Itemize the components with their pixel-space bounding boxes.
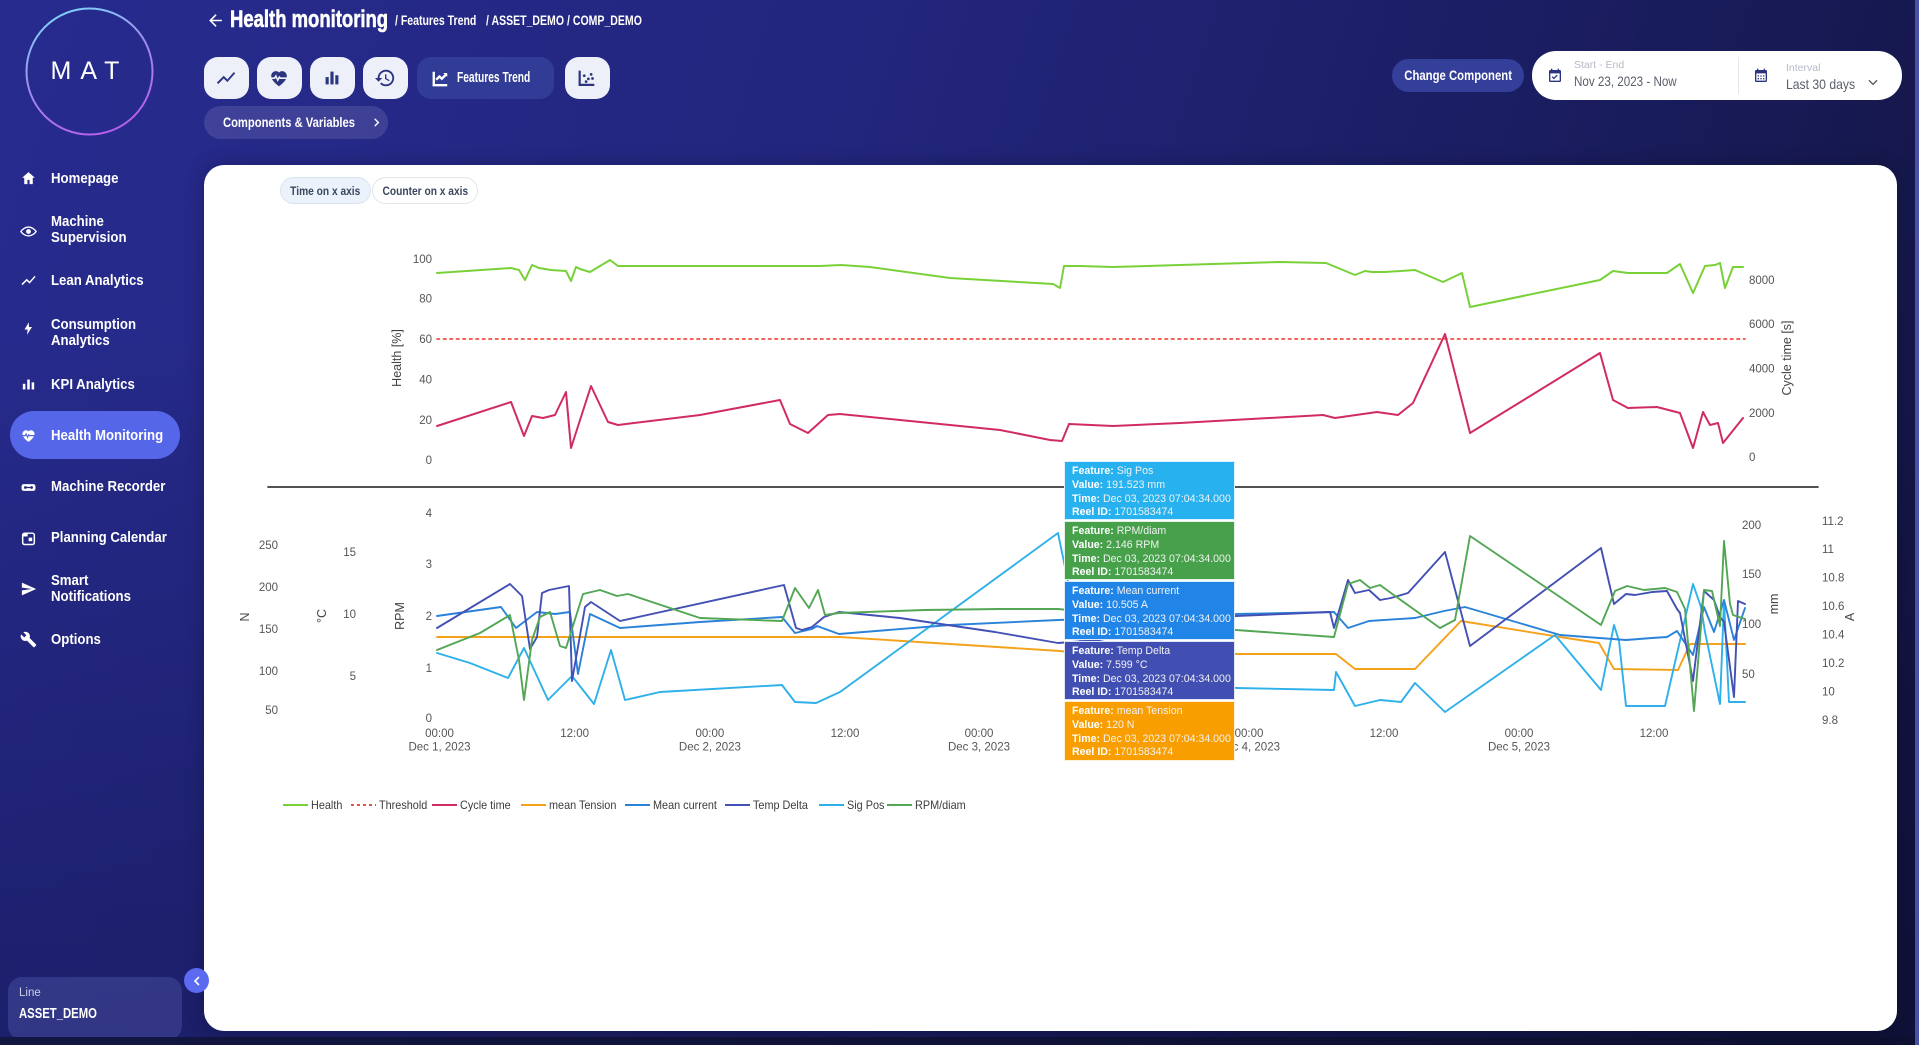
svg-text:Dec 2, 2023: Dec 2, 2023 bbox=[679, 742, 741, 754]
svg-text:N: N bbox=[238, 612, 252, 621]
svg-text:10.4: 10.4 bbox=[1822, 630, 1845, 642]
svg-text:11.2: 11.2 bbox=[1822, 516, 1844, 528]
svg-text:6000: 6000 bbox=[1749, 319, 1775, 331]
svg-text:12:00: 12:00 bbox=[560, 728, 589, 740]
svg-text:4000: 4000 bbox=[1749, 364, 1775, 376]
svg-text:00:00: 00:00 bbox=[965, 728, 994, 740]
svg-text:00:00: 00:00 bbox=[1235, 728, 1264, 740]
svg-text:mm: mm bbox=[1767, 594, 1781, 615]
svg-text:100: 100 bbox=[413, 254, 432, 266]
svg-text:50: 50 bbox=[265, 705, 278, 717]
svg-text:80: 80 bbox=[419, 294, 432, 306]
svg-text:1: 1 bbox=[426, 663, 432, 675]
svg-text:0: 0 bbox=[426, 713, 432, 725]
svg-text:40: 40 bbox=[419, 375, 432, 387]
svg-text:0: 0 bbox=[426, 455, 432, 467]
svg-text:0: 0 bbox=[1749, 452, 1755, 464]
svg-text:60: 60 bbox=[419, 334, 432, 346]
svg-text:00:00: 00:00 bbox=[425, 728, 454, 740]
svg-text:150: 150 bbox=[1742, 569, 1761, 581]
svg-text:5: 5 bbox=[350, 671, 356, 683]
svg-text:°C: °C bbox=[315, 609, 329, 623]
svg-text:9.8: 9.8 bbox=[1822, 715, 1838, 727]
svg-text:8000: 8000 bbox=[1749, 275, 1775, 287]
svg-text:10: 10 bbox=[343, 609, 356, 621]
svg-text:10.6: 10.6 bbox=[1822, 601, 1844, 613]
svg-text:12:00: 12:00 bbox=[1640, 728, 1669, 740]
svg-text:MAT: MAT bbox=[51, 57, 129, 85]
svg-text:12:00: 12:00 bbox=[831, 728, 860, 740]
svg-text:Health [%]: Health [%] bbox=[390, 329, 404, 387]
svg-text:3: 3 bbox=[426, 559, 432, 571]
svg-text:10.2: 10.2 bbox=[1822, 658, 1844, 670]
svg-text:00:00: 00:00 bbox=[1505, 728, 1534, 740]
svg-text:Dec 5, 2023: Dec 5, 2023 bbox=[1488, 742, 1550, 754]
svg-text:Dec 1, 2023: Dec 1, 2023 bbox=[408, 742, 470, 754]
svg-text:20: 20 bbox=[419, 415, 432, 427]
svg-text:50: 50 bbox=[1742, 669, 1755, 681]
svg-text:2: 2 bbox=[426, 611, 432, 623]
svg-text:100: 100 bbox=[1742, 619, 1761, 631]
svg-text:150: 150 bbox=[259, 624, 278, 636]
svg-text:200: 200 bbox=[259, 582, 278, 594]
svg-text:10: 10 bbox=[1822, 687, 1835, 699]
svg-text:10.8: 10.8 bbox=[1822, 573, 1844, 585]
svg-text:A: A bbox=[1843, 612, 1857, 621]
svg-text:11: 11 bbox=[1822, 544, 1834, 556]
svg-text:Cycle time [s]: Cycle time [s] bbox=[1780, 320, 1794, 395]
svg-text:2000: 2000 bbox=[1749, 408, 1775, 420]
svg-text:200: 200 bbox=[1742, 520, 1761, 532]
svg-text:100: 100 bbox=[259, 666, 278, 678]
svg-text:00:00: 00:00 bbox=[696, 728, 725, 740]
svg-text:RPM: RPM bbox=[393, 602, 407, 630]
svg-text:4: 4 bbox=[426, 508, 433, 520]
svg-text:15: 15 bbox=[343, 547, 356, 559]
svg-text:Dec 3, 2023: Dec 3, 2023 bbox=[948, 742, 1010, 754]
svg-text:12:00: 12:00 bbox=[1370, 728, 1399, 740]
svg-text:250: 250 bbox=[259, 540, 278, 552]
